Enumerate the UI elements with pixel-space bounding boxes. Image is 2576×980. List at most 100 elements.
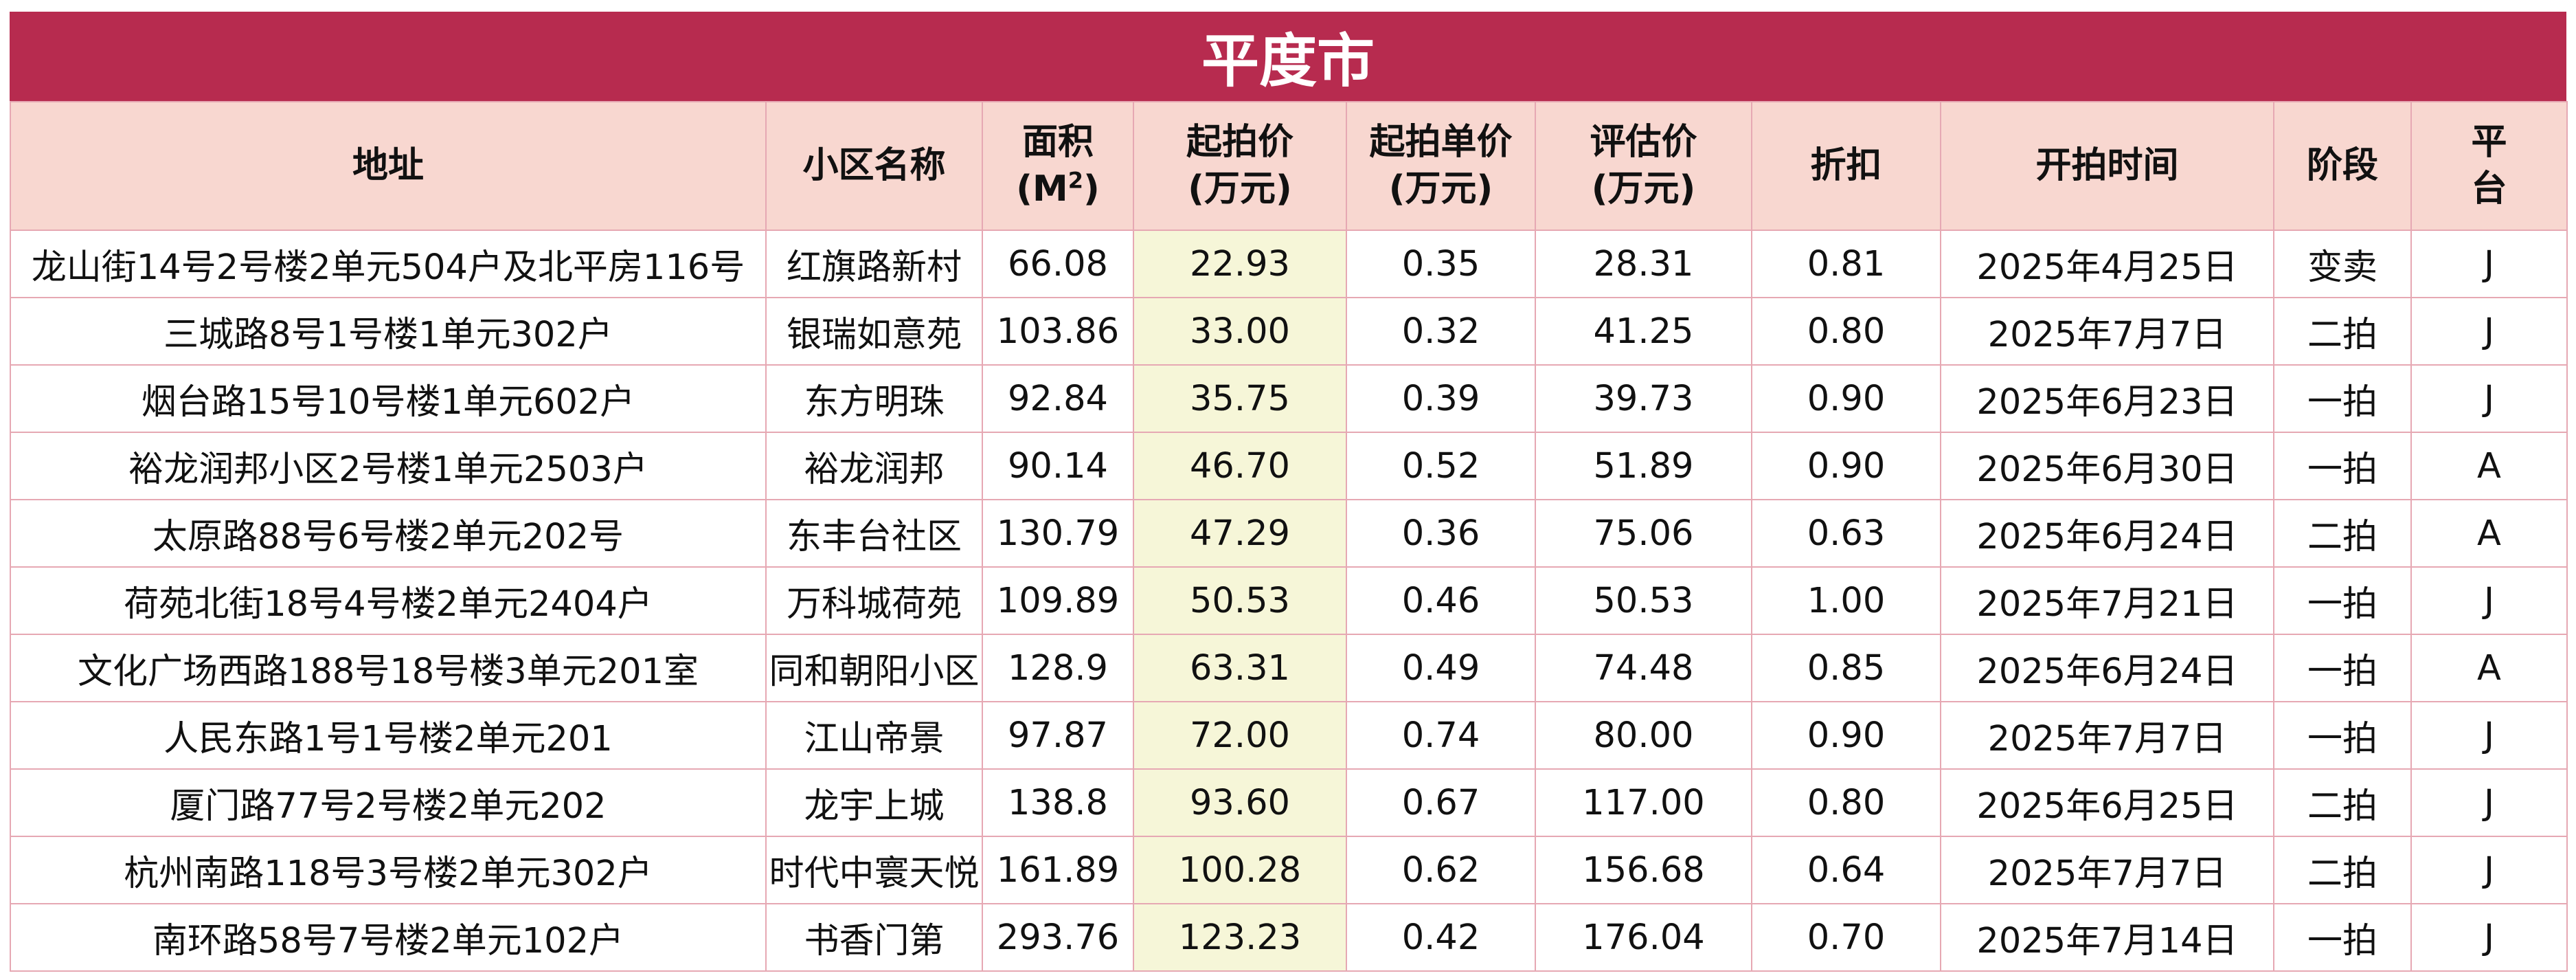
cell-community[interactable]: 东方明珠 (765, 364, 983, 433)
cell-unit-price[interactable]: 0.46 (1346, 566, 1536, 635)
cell-platform[interactable]: J (2410, 836, 2568, 904)
cell-unit-price[interactable]: 0.67 (1346, 768, 1536, 837)
cell-appraisal[interactable]: 80.00 (1535, 701, 1752, 770)
table-row[interactable]: 三城路8号1号楼1单元302户 银瑞如意苑 103.86 33.00 0.32 41.25… (10, 297, 2568, 366)
cell-unit-price[interactable]: 0.74 (1346, 701, 1536, 770)
cell-unit-price[interactable]: 0.39 (1346, 364, 1536, 433)
cell-area[interactable]: 293.76 (982, 903, 1134, 972)
cell-platform[interactable]: A (2410, 432, 2568, 500)
cell-appraisal[interactable]: 51.89 (1535, 432, 1752, 500)
cell-platform[interactable]: J (2410, 364, 2568, 433)
cell-stage[interactable]: 一拍 (2273, 903, 2412, 972)
cell-start-price[interactable]: 50.53 (1133, 566, 1347, 635)
table-row[interactable]: 厦门路77号2号楼2单元202 龙宇上城 138.8 93.60 0.67 117.00 0… (10, 768, 2568, 837)
cell-community[interactable]: 同和朝阳小区 (765, 634, 983, 702)
cell-platform[interactable]: A (2410, 499, 2568, 568)
cell-auction-time[interactable]: 2025年7月7日 (1940, 297, 2274, 366)
cell-discount[interactable]: 0.90 (1751, 432, 1941, 500)
cell-auction-time[interactable]: 2025年7月7日 (1940, 836, 2274, 904)
cell-community[interactable]: 龙宇上城 (765, 768, 983, 837)
cell-stage[interactable]: 一拍 (2273, 432, 2412, 500)
cell-discount[interactable]: 0.70 (1751, 903, 1941, 972)
table-row[interactable]: 烟台路15号10号楼1单元602户 东方明珠 92.84 35.75 0.39 39.73… (10, 364, 2568, 433)
table-row[interactable]: 文化广场西路188号18号楼3单元201室 同和朝阳小区 128.9 63.31 0.4… (10, 634, 2568, 702)
cell-appraisal[interactable]: 41.25 (1535, 297, 1752, 366)
cell-auction-time[interactable]: 2025年6月23日 (1940, 364, 2274, 433)
cell-appraisal[interactable]: 50.53 (1535, 566, 1752, 635)
cell-unit-price[interactable]: 0.32 (1346, 297, 1536, 366)
cell-community[interactable]: 书香门第 (765, 903, 983, 972)
cell-stage[interactable]: 一拍 (2273, 364, 2412, 433)
cell-auction-time[interactable]: 2025年7月21日 (1940, 566, 2274, 635)
table-row[interactable]: 裕龙润邦小区2号楼1单元2503户 裕龙润邦 90.14 46.70 0.52 51.89… (10, 432, 2568, 500)
cell-start-price[interactable]: 47.29 (1133, 499, 1347, 568)
cell-discount[interactable]: 0.80 (1751, 768, 1941, 837)
cell-community[interactable]: 红旗路新村 (765, 230, 983, 298)
cell-appraisal[interactable]: 156.68 (1535, 836, 1752, 904)
cell-community[interactable]: 江山帝景 (765, 701, 983, 770)
cell-start-price[interactable]: 72.00 (1133, 701, 1347, 770)
cell-auction-time[interactable]: 2025年7月7日 (1940, 701, 2274, 770)
cell-stage[interactable]: 二拍 (2273, 836, 2412, 904)
cell-area[interactable]: 92.84 (982, 364, 1134, 433)
cell-discount[interactable]: 0.90 (1751, 701, 1941, 770)
table-row[interactable]: 南环路58号7号楼2单元102户 书香门第 293.76 123.23 0.42 176.… (10, 903, 2568, 972)
cell-auction-time[interactable]: 2025年7月14日 (1940, 903, 2274, 972)
cell-appraisal[interactable]: 176.04 (1535, 903, 1752, 972)
cell-start-price[interactable]: 63.31 (1133, 634, 1347, 702)
cell-address[interactable]: 龙山街14号2号楼2单元504户及北平房116号 (10, 230, 767, 298)
cell-platform[interactable]: J (2410, 701, 2568, 770)
cell-discount[interactable]: 0.85 (1751, 634, 1941, 702)
table-row[interactable]: 太原路88号6号楼2单元202号 东丰台社区 130.79 47.29 0.36 75.0… (10, 499, 2568, 568)
cell-platform[interactable]: J (2410, 903, 2568, 972)
cell-area[interactable]: 103.86 (982, 297, 1134, 366)
cell-stage[interactable]: 一拍 (2273, 566, 2412, 635)
cell-appraisal[interactable]: 39.73 (1535, 364, 1752, 433)
cell-auction-time[interactable]: 2025年6月25日 (1940, 768, 2274, 837)
cell-address[interactable]: 杭州南路118号3号楼2单元302户 (10, 836, 767, 904)
cell-discount[interactable]: 1.00 (1751, 566, 1941, 635)
cell-auction-time[interactable]: 2025年6月30日 (1940, 432, 2274, 500)
cell-unit-price[interactable]: 0.36 (1346, 499, 1536, 568)
cell-platform[interactable]: J (2410, 230, 2568, 298)
cell-platform[interactable]: J (2410, 566, 2568, 635)
cell-address[interactable]: 裕龙润邦小区2号楼1单元2503户 (10, 432, 767, 500)
cell-area[interactable]: 128.9 (982, 634, 1134, 702)
cell-address[interactable]: 文化广场西路188号18号楼3单元201室 (10, 634, 767, 702)
cell-address[interactable]: 厦门路77号2号楼2单元202 (10, 768, 767, 837)
cell-discount[interactable]: 0.80 (1751, 297, 1941, 366)
cell-community[interactable]: 银瑞如意苑 (765, 297, 983, 366)
cell-start-price[interactable]: 33.00 (1133, 297, 1347, 366)
cell-unit-price[interactable]: 0.35 (1346, 230, 1536, 298)
table-row[interactable]: 荷苑北街18号4号楼2单元2404户 万科城荷苑 109.89 50.53 0.46 50… (10, 566, 2568, 635)
cell-start-price[interactable]: 22.93 (1133, 230, 1347, 298)
table-row[interactable]: 龙山街14号2号楼2单元504户及北平房116号 红旗路新村 66.08 22.93 0… (10, 230, 2568, 298)
cell-discount[interactable]: 0.64 (1751, 836, 1941, 904)
cell-address[interactable]: 烟台路15号10号楼1单元602户 (10, 364, 767, 433)
cell-start-price[interactable]: 35.75 (1133, 364, 1347, 433)
cell-start-price[interactable]: 46.70 (1133, 432, 1347, 500)
cell-appraisal[interactable]: 28.31 (1535, 230, 1752, 298)
cell-auction-time[interactable]: 2025年6月24日 (1940, 499, 2274, 568)
cell-appraisal[interactable]: 74.48 (1535, 634, 1752, 702)
cell-stage[interactable]: 二拍 (2273, 499, 2412, 568)
cell-stage[interactable]: 二拍 (2273, 768, 2412, 837)
cell-area[interactable]: 90.14 (982, 432, 1134, 500)
cell-area[interactable]: 138.8 (982, 768, 1134, 837)
cell-start-price[interactable]: 93.60 (1133, 768, 1347, 837)
cell-platform[interactable]: J (2410, 297, 2568, 366)
cell-area[interactable]: 161.89 (982, 836, 1134, 904)
cell-discount[interactable]: 0.63 (1751, 499, 1941, 568)
cell-community[interactable]: 东丰台社区 (765, 499, 983, 568)
cell-address[interactable]: 三城路8号1号楼1单元302户 (10, 297, 767, 366)
cell-address[interactable]: 太原路88号6号楼2单元202号 (10, 499, 767, 568)
cell-auction-time[interactable]: 2025年4月25日 (1940, 230, 2274, 298)
cell-unit-price[interactable]: 0.62 (1346, 836, 1536, 904)
cell-area[interactable]: 130.79 (982, 499, 1134, 568)
cell-stage[interactable]: 二拍 (2273, 297, 2412, 366)
cell-platform[interactable]: J (2410, 768, 2568, 837)
cell-platform[interactable]: A (2410, 634, 2568, 702)
cell-area[interactable]: 97.87 (982, 701, 1134, 770)
cell-unit-price[interactable]: 0.42 (1346, 903, 1536, 972)
cell-unit-price[interactable]: 0.49 (1346, 634, 1536, 702)
